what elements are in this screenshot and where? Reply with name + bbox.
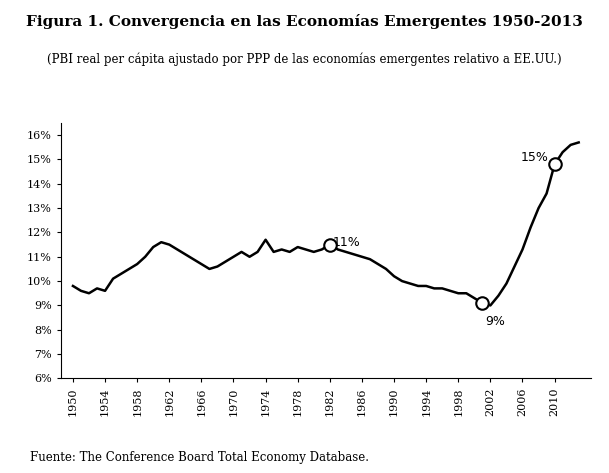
Text: Figura 1. Convergencia en las Economías Emergentes 1950-2013: Figura 1. Convergencia en las Economías … (26, 14, 583, 29)
Text: (PBI real per cápita ajustado por PPP de las economías emergentes relativo a EE.: (PBI real per cápita ajustado por PPP de… (47, 52, 562, 66)
Text: 9%: 9% (485, 315, 505, 328)
Text: 15%: 15% (521, 150, 549, 164)
Text: 11%: 11% (333, 236, 361, 249)
Text: Fuente: The Conference Board Total Economy Database.: Fuente: The Conference Board Total Econo… (30, 451, 370, 464)
